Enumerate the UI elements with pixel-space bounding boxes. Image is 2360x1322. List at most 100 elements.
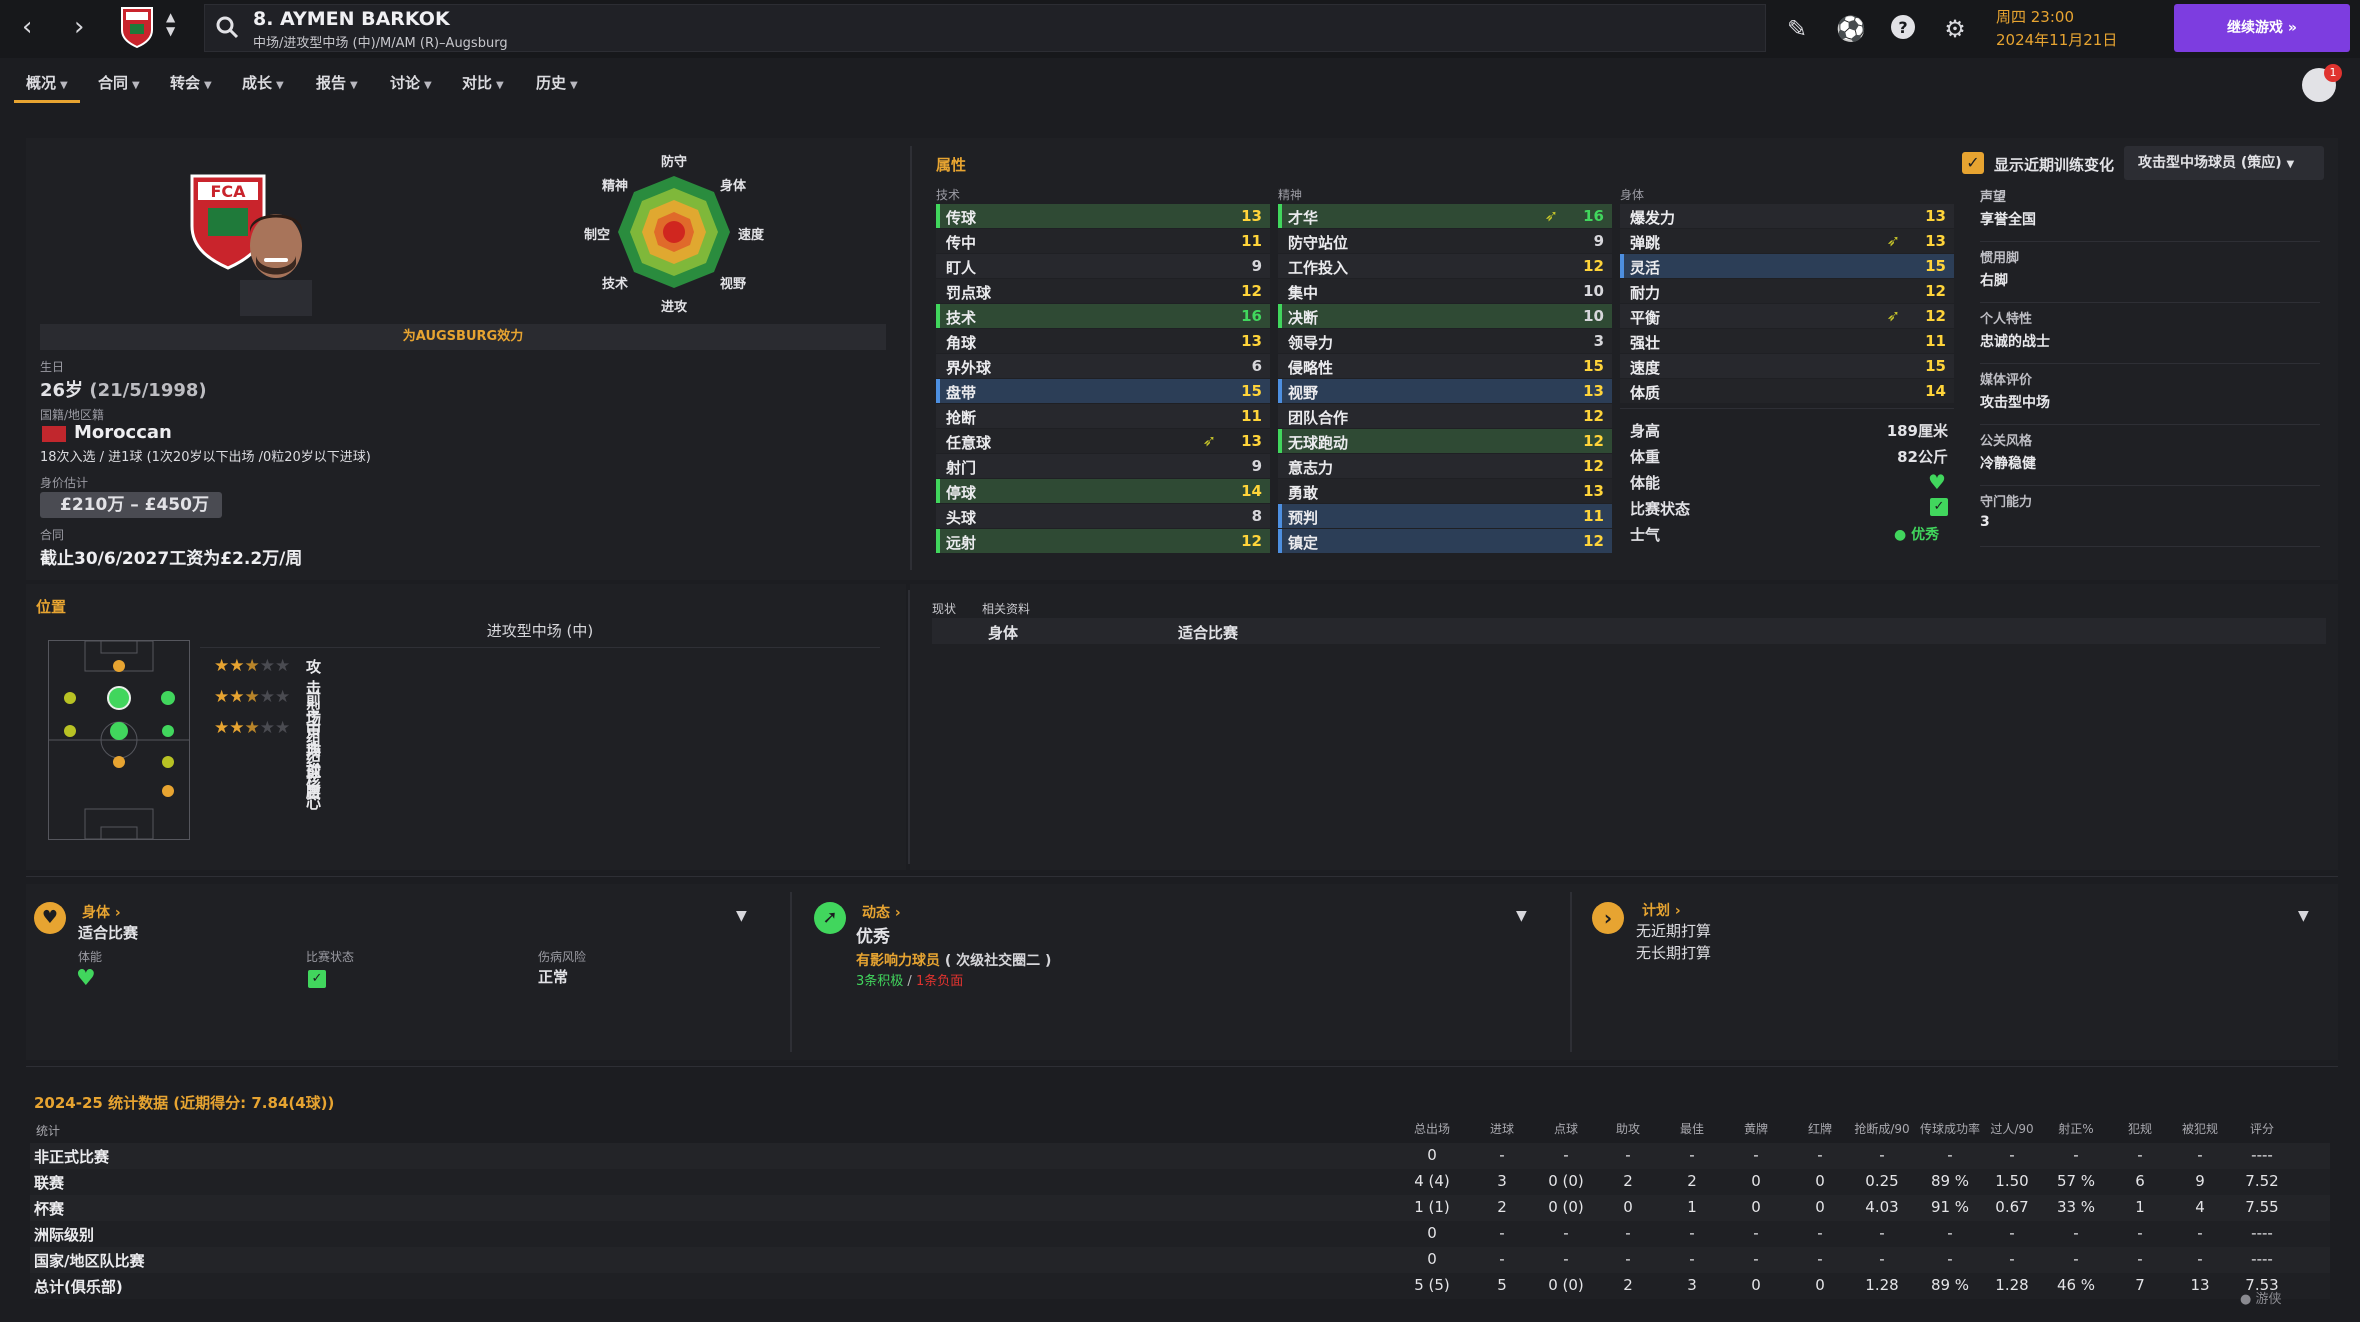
attribute-row[interactable]: 耐力 12 xyxy=(1620,279,1954,303)
stats-cell: - xyxy=(1499,1146,1505,1164)
value-chip[interactable]: £210万 – £450万 xyxy=(40,492,222,518)
card-plans-title[interactable]: 计划 › xyxy=(1642,900,1681,920)
attribute-row[interactable]: 工作投入 12 xyxy=(1278,254,1612,278)
stats-header[interactable]: 过人/90 xyxy=(1990,1122,2034,1136)
attribute-row[interactable]: 集中 10 xyxy=(1278,279,1612,303)
stats-cell: 4 (4) xyxy=(1414,1172,1450,1190)
trophy-icon[interactable]: ⚽ xyxy=(1836,15,1866,43)
attribute-value: 11 xyxy=(1925,332,1946,350)
social-avatar-icon[interactable]: 1 xyxy=(2302,64,2342,102)
card-physical-title[interactable]: 身体 › xyxy=(82,902,121,922)
attribute-row[interactable]: 平衡 12 ➶ xyxy=(1620,304,1954,328)
stats-row[interactable]: 联赛 4 (4) 3 0 (0) 2 2 0 0 0.25 89 % 1.50 57 % 6 9 7.52 xyxy=(30,1169,2330,1195)
stats-row[interactable]: 总计(俱乐部) 5 (5) 5 0 (0) 2 3 0 0 1.28 89 % 1.28 46 % 7 1… xyxy=(30,1273,2330,1299)
help-icon[interactable]: ? xyxy=(1888,14,1918,44)
tab-discuss[interactable]: 讨论 ▼ xyxy=(390,72,432,93)
tab-transfer[interactable]: 转会 ▼ xyxy=(170,72,212,93)
back-icon[interactable]: ‹ xyxy=(22,12,33,42)
attribute-name: 技术 xyxy=(946,309,977,327)
role-name[interactable]: 攻击型中场球员 xyxy=(306,658,322,802)
stats-header[interactable]: 总出场 xyxy=(1413,1122,1450,1136)
settings-gear-icon[interactable]: ⚙ xyxy=(1944,15,1966,43)
stats-header[interactable]: 评分 xyxy=(2249,1122,2274,1136)
attribute-row[interactable]: 预判 11 xyxy=(1278,504,1612,528)
attribute-row[interactable]: 镇定 12 xyxy=(1278,529,1612,553)
stats-row[interactable]: 国家/地区队比赛 0- - - - - - - - - - - - ---- xyxy=(30,1247,2330,1273)
tab-development[interactable]: 成长 ▼ xyxy=(242,72,284,93)
attribute-row[interactable]: 视野 13 xyxy=(1278,379,1612,403)
tab-overview[interactable]: 概况 ▼ xyxy=(26,72,68,93)
tab-status[interactable]: 现状 xyxy=(932,602,957,616)
stats-row[interactable]: 洲际级别 0- - - - - - - - - - - - ---- xyxy=(30,1221,2330,1247)
attribute-row[interactable]: 灵活 15 xyxy=(1620,254,1954,278)
attribute-row[interactable]: 盘带 15 xyxy=(936,379,1270,403)
card-dynamics-title[interactable]: 动态 › xyxy=(862,902,901,922)
attribute-row[interactable]: 决断 10 xyxy=(1278,304,1612,328)
attribute-name: 爆发力 xyxy=(1630,209,1676,227)
tab-related[interactable]: 相关资料 xyxy=(982,602,1031,616)
role-name[interactable]: 古典前腰 xyxy=(306,720,322,801)
attribute-row[interactable]: 远射 12 xyxy=(936,529,1270,553)
attribute-row[interactable]: 停球 14 xyxy=(936,479,1270,503)
stats-header[interactable]: 点球 xyxy=(1553,1122,1578,1136)
attribute-row[interactable]: 传球 13 xyxy=(936,204,1270,228)
attribute-row[interactable]: 抢断 11 xyxy=(936,404,1270,428)
expand-chevron-icon[interactable]: ▼ xyxy=(736,908,747,924)
training-checkbox[interactable]: ✓ xyxy=(1962,152,1984,174)
attribute-row[interactable]: 意志力 12 xyxy=(1278,454,1612,478)
tab-reports[interactable]: 报告 ▼ xyxy=(316,72,358,93)
tab-contract[interactable]: 合同 ▼ xyxy=(98,72,140,93)
stats-header[interactable]: 黄牌 xyxy=(1743,1122,1768,1136)
attribute-row[interactable]: 勇敢 13 xyxy=(1278,479,1612,503)
stats-cell: - xyxy=(1689,1146,1695,1164)
stats-header[interactable]: 进球 xyxy=(1489,1122,1514,1136)
continue-game-button[interactable]: 继续游戏 » xyxy=(2174,4,2350,52)
attribute-row[interactable]: 角球 13 xyxy=(936,329,1270,353)
attribute-row[interactable]: 盯人 9 xyxy=(936,254,1270,278)
stats-header[interactable]: 红牌 xyxy=(1807,1122,1832,1136)
attribute-row[interactable]: 体质 14 xyxy=(1620,379,1954,403)
attribute-row[interactable]: 爆发力 13 xyxy=(1620,204,1954,228)
attribute-row[interactable]: 界外球 6 xyxy=(936,354,1270,378)
stats-header[interactable]: 抢断成/90 xyxy=(1854,1122,1910,1136)
attribute-row[interactable]: 强壮 11 xyxy=(1620,329,1954,353)
attribute-row[interactable]: 传中 11 xyxy=(936,229,1270,253)
forward-icon[interactable]: › xyxy=(74,12,85,42)
attribute-row[interactable]: 无球跑动 12 xyxy=(1278,429,1612,453)
tab-history[interactable]: 历史 ▼ xyxy=(536,72,578,93)
tab-compare[interactable]: 对比 ▼ xyxy=(462,72,504,93)
stats-header[interactable]: 最佳 xyxy=(1679,1122,1704,1136)
attribute-row[interactable]: 头球 8 xyxy=(936,504,1270,528)
stats-header[interactable]: 犯规 xyxy=(2127,1122,2152,1136)
role-name[interactable]: 前场组织核心 xyxy=(306,689,322,812)
divider xyxy=(26,876,2338,877)
attribute-row[interactable]: 才华 16 ➶ xyxy=(1278,204,1612,228)
attribute-row[interactable]: 任意球 13 ➶ xyxy=(936,429,1270,453)
attribute-row[interactable]: 领导力 3 xyxy=(1278,329,1612,353)
stats-header[interactable]: 射正% xyxy=(2058,1122,2094,1136)
attribute-row[interactable]: 侵略性 15 xyxy=(1278,354,1612,378)
expand-chevron-icon[interactable]: ▼ xyxy=(2298,908,2309,924)
attribute-row[interactable]: 防守站位 9 xyxy=(1278,229,1612,253)
stats-row[interactable]: 杯赛 1 (1) 2 0 (0) 0 1 0 0 4.03 91 % 0.67 33 % 1 4 7.55 xyxy=(30,1195,2330,1221)
player-switch-icon[interactable]: ▲ ▼ xyxy=(166,10,176,38)
attribute-row[interactable]: 速度 15 xyxy=(1620,354,1954,378)
stats-row-name: 洲际级别 xyxy=(34,1226,95,1244)
attribute-row[interactable]: 团队合作 12 xyxy=(1278,404,1612,428)
edit-icon[interactable]: ✎ xyxy=(1786,15,1808,43)
club-crest-icon[interactable] xyxy=(120,6,154,49)
stats-cell: 0 (0) xyxy=(1548,1276,1584,1294)
attribute-row[interactable]: 罚点球 12 xyxy=(936,279,1270,303)
stats-header[interactable]: 传球成功率 xyxy=(1919,1122,1980,1136)
role-select[interactable]: 攻击型中场球员 (策应) ▼ xyxy=(2124,146,2324,180)
expand-chevron-icon[interactable]: ▼ xyxy=(1516,908,1527,924)
stats-header[interactable]: 助攻 xyxy=(1615,1122,1640,1136)
attribute-row[interactable]: 射门 9 xyxy=(936,454,1270,478)
attribute-row[interactable]: 弹跳 13 ➶ xyxy=(1620,229,1954,253)
stats-cell: 4.03 xyxy=(1865,1198,1899,1216)
search-icon[interactable] xyxy=(215,15,239,43)
stats-header[interactable]: 被犯规 xyxy=(2181,1122,2218,1136)
attribute-row[interactable]: 技术 16 xyxy=(936,304,1270,328)
stats-cell: 3 xyxy=(1497,1172,1507,1190)
stats-row[interactable]: 非正式比赛 0- - - - - - - - - - - - ---- xyxy=(30,1143,2330,1169)
